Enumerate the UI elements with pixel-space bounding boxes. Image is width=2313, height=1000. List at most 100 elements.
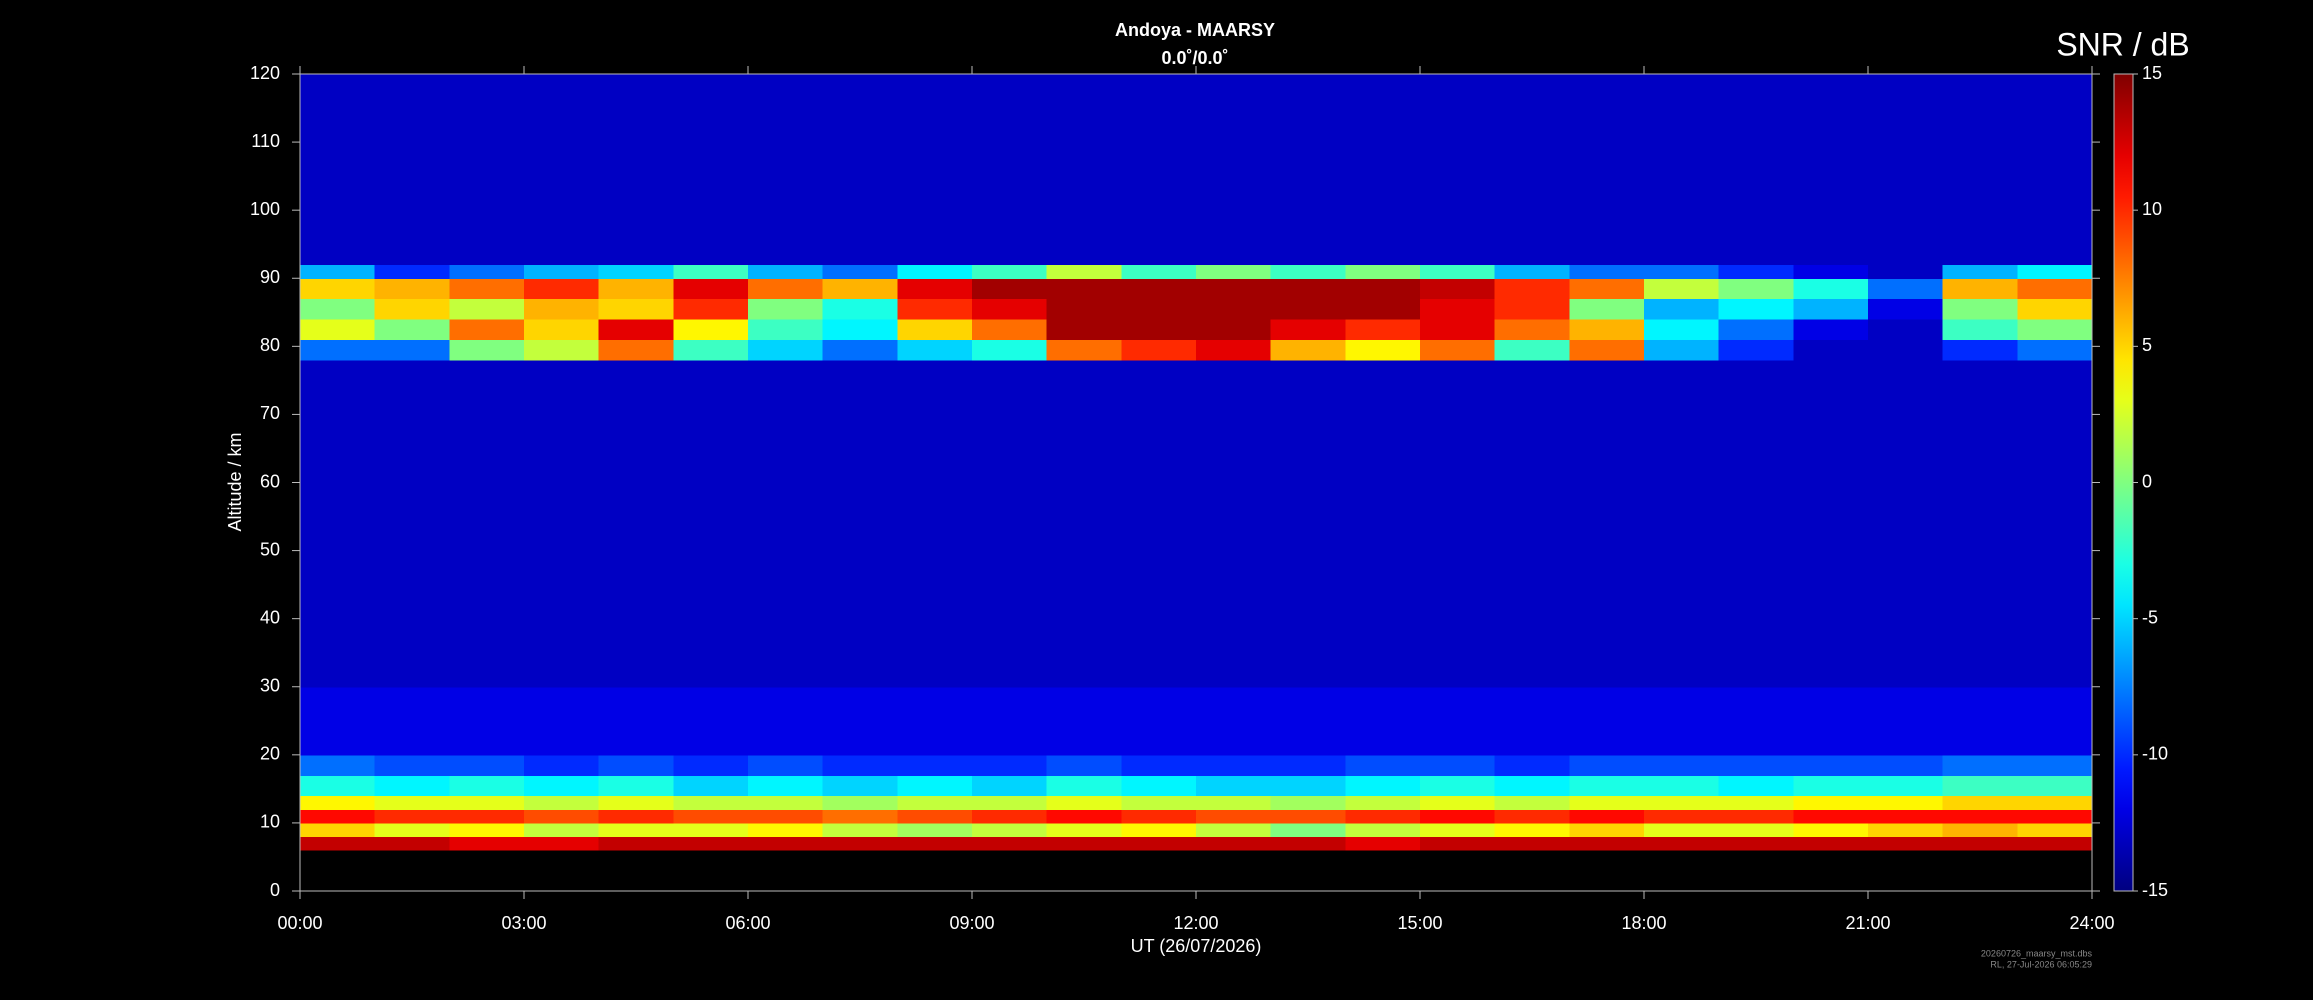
heatmap-cell <box>1420 210 1496 266</box>
heatmap-cell <box>1046 319 1122 341</box>
heatmap-cell <box>1345 319 1421 341</box>
heatmap-cell <box>1868 210 1944 266</box>
heatmap-cell <box>449 822 525 838</box>
heatmap-cell <box>822 822 898 838</box>
heatmap-cell <box>2017 210 2093 266</box>
heatmap-cell <box>1569 809 1645 824</box>
heatmap-cell <box>822 210 898 266</box>
heatmap-cell <box>1046 278 1122 300</box>
x-tick-label: 12:00 <box>1173 913 1218 933</box>
heatmap-cell <box>374 210 450 266</box>
colorbar-tick-label: -10 <box>2142 744 2168 764</box>
heatmap-cell <box>673 550 749 620</box>
heatmap-cell <box>2017 795 2093 810</box>
heatmap-cell <box>1420 795 1496 810</box>
x-tick-label: 21:00 <box>1845 913 1890 933</box>
heatmap-cell <box>2017 142 2093 211</box>
heatmap-cell <box>1270 210 1346 266</box>
heatmap-cell <box>300 686 376 756</box>
heatmap-cell <box>1793 278 1869 300</box>
heatmap-cell <box>822 414 898 483</box>
heatmap-cell <box>1121 142 1197 211</box>
heatmap-cell <box>1121 618 1197 688</box>
heatmap-cell <box>1121 775 1197 797</box>
heatmap-cell <box>897 618 973 688</box>
heatmap-cell <box>524 754 600 776</box>
heatmap-cell <box>1644 754 1720 776</box>
heatmap-cell <box>1420 278 1496 300</box>
heatmap-cell <box>748 686 824 756</box>
heatmap-cell <box>1420 836 1496 851</box>
heatmap-cell <box>1270 264 1346 279</box>
heatmap-cell <box>822 482 898 552</box>
heatmap-cell <box>1942 414 2018 483</box>
heatmap-cell <box>1420 754 1496 776</box>
heatmap-cell <box>1793 482 1869 552</box>
heatmap-cell <box>972 822 1048 838</box>
heatmap-cell <box>822 264 898 279</box>
heatmap-cell <box>1345 686 1421 756</box>
heatmap-cell <box>897 482 973 552</box>
heatmap-cell <box>598 836 674 851</box>
heatmap-cell <box>1644 142 1720 211</box>
heatmap-cell <box>1494 795 1570 810</box>
heatmap-cell <box>1868 414 1944 483</box>
heatmap-cell <box>1121 836 1197 851</box>
heatmap-cell <box>524 298 600 320</box>
heatmap-cell <box>1569 414 1645 483</box>
heatmap-cell <box>1868 809 1944 824</box>
heatmap-cell <box>1270 414 1346 483</box>
heatmap-cell <box>972 339 1048 361</box>
axes: 00:00 03:00 06:00 09:00 12:00 15:00 18:00 21:00… <box>250 63 2168 933</box>
heatmap-cell <box>748 74 824 143</box>
colorbar-tick-label: 10 <box>2142 199 2162 219</box>
heatmap-cell <box>972 809 1048 824</box>
x-tick-label: 00:00 <box>277 913 322 933</box>
heatmap-cell <box>1196 339 1272 361</box>
heatmap-cell <box>449 264 525 279</box>
heatmap-cell <box>822 74 898 143</box>
heatmap-cell <box>1196 686 1272 756</box>
heatmap-cell <box>1494 822 1570 838</box>
heatmap-cell <box>374 278 450 300</box>
heatmap-cell <box>972 142 1048 211</box>
heatmap-cell <box>1718 210 1794 266</box>
colorbar-tick-label: 0 <box>2142 471 2152 491</box>
heatmap-cell <box>524 142 600 211</box>
heatmap-cell <box>1196 618 1272 688</box>
heatmap-cell <box>1569 278 1645 300</box>
heatmap-cell <box>673 359 749 415</box>
heatmap-cell <box>1868 775 1944 797</box>
heatmap-cell <box>524 210 600 266</box>
heatmap-cell <box>1942 339 2018 361</box>
heatmap-cell <box>1270 686 1346 756</box>
y-tick-label: 110 <box>251 131 280 151</box>
heatmap-cell <box>1270 74 1346 143</box>
heatmap-cell <box>673 618 749 688</box>
heatmap-cell <box>822 359 898 415</box>
heatmap-cell <box>300 836 376 851</box>
heatmap-cell <box>897 809 973 824</box>
heatmap-cell <box>748 754 824 776</box>
heatmap-cell <box>1644 795 1720 810</box>
heatmap-cell <box>374 414 450 483</box>
heatmap-cell <box>1345 414 1421 483</box>
colorbar-tick-label: 15 <box>2142 63 2162 83</box>
heatmap-cell <box>1270 822 1346 838</box>
heatmap-cell <box>1942 550 2018 620</box>
heatmap-cell <box>897 278 973 300</box>
heatmap-cell <box>1121 822 1197 838</box>
heatmap-cell <box>300 264 376 279</box>
heatmap-cell <box>1121 795 1197 810</box>
heatmap-cell <box>300 550 376 620</box>
heatmap-cell <box>1494 319 1570 341</box>
heatmap-cell <box>1644 809 1720 824</box>
heatmap-cell <box>1718 482 1794 552</box>
heatmap-cell <box>1718 278 1794 300</box>
heatmap-cell <box>1494 482 1570 552</box>
heatmap-cell <box>1868 339 1944 361</box>
heatmap-cell <box>2017 298 2093 320</box>
heatmap-cell <box>1718 550 1794 620</box>
heatmap-cell <box>1121 809 1197 824</box>
heatmap-cell <box>524 414 600 483</box>
